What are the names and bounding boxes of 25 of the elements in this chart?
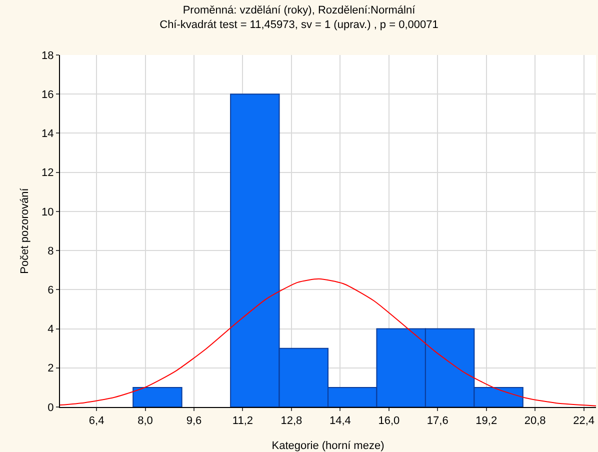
- x-tick-label: 16,0: [378, 415, 400, 428]
- x-tick-label: 9,6: [186, 415, 202, 428]
- x-tick-label: 8,0: [138, 415, 153, 428]
- x-tick-label: 17,6: [426, 415, 448, 428]
- chart-title: Proměnná: vzdělání (roky), Rozdělení:Normální: [182, 4, 416, 17]
- y-tick-label: 2: [48, 362, 54, 375]
- y-tick-label: 16: [42, 88, 54, 101]
- x-tick-label: 14,4: [329, 415, 351, 428]
- x-axis-title: Kategorie (horní meze): [272, 440, 384, 452]
- y-tick-label: 0: [48, 402, 54, 414]
- x-tick-label: 19,2: [476, 415, 498, 428]
- x-tick-label: 20,8: [524, 415, 546, 428]
- y-tick-label: 6: [48, 284, 54, 297]
- y-axis-title: Počet pozorování: [19, 187, 31, 274]
- chart-subtitle: Chí-kvadrát test = 11,45973, sv = 1 (uprav.) , p = 0,00071: [160, 18, 438, 31]
- y-tick-label: 12: [42, 167, 54, 180]
- y-tick-label: 8: [48, 245, 54, 258]
- y-tick-label: 4: [48, 324, 54, 336]
- y-tick-label: 10: [42, 206, 54, 218]
- x-tick-label: 12,8: [280, 415, 302, 428]
- x-tick-label: 11,2: [232, 415, 254, 428]
- x-tick-label: 6,4: [88, 415, 104, 428]
- x-tick-label: 22,4: [573, 415, 595, 428]
- y-tick-label: 18: [42, 50, 54, 62]
- y-tick-label: 14: [42, 128, 54, 140]
